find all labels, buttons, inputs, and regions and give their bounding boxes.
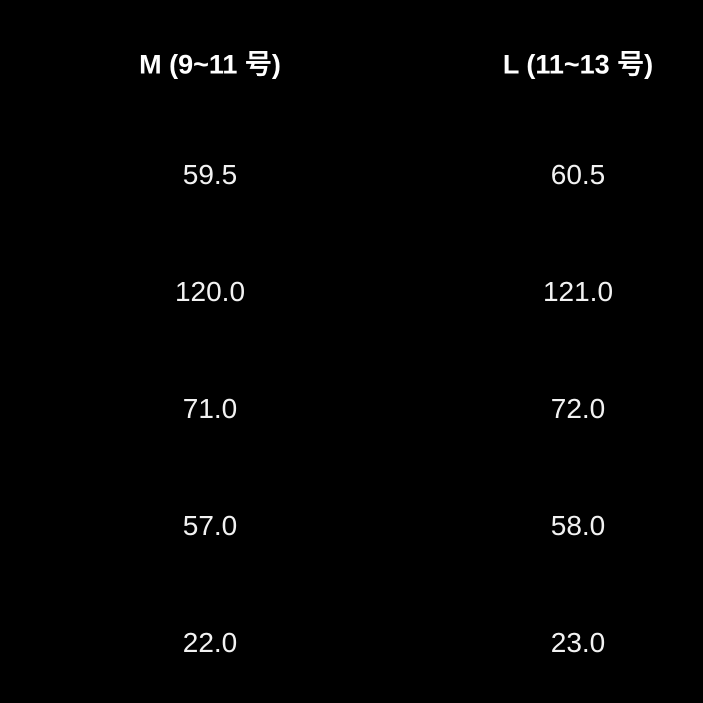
table-cell: 120.0 bbox=[174, 276, 246, 307]
table-cell: 59.5 bbox=[182, 159, 238, 190]
table-cell: 58.0 bbox=[550, 510, 606, 541]
table-cell: 72.0 bbox=[550, 393, 606, 424]
column-header-l: L (11~13 号) bbox=[502, 49, 654, 80]
table-cell: 22.0 bbox=[182, 627, 238, 658]
table-cell: 57.0 bbox=[182, 510, 238, 541]
table-cell: 60.5 bbox=[550, 159, 606, 190]
table-cell: 23.0 bbox=[550, 627, 606, 658]
table-cell: 71.0 bbox=[182, 393, 238, 424]
table-cell: 121.0 bbox=[542, 276, 614, 307]
column-header-m: M (9~11 号) bbox=[139, 49, 281, 80]
